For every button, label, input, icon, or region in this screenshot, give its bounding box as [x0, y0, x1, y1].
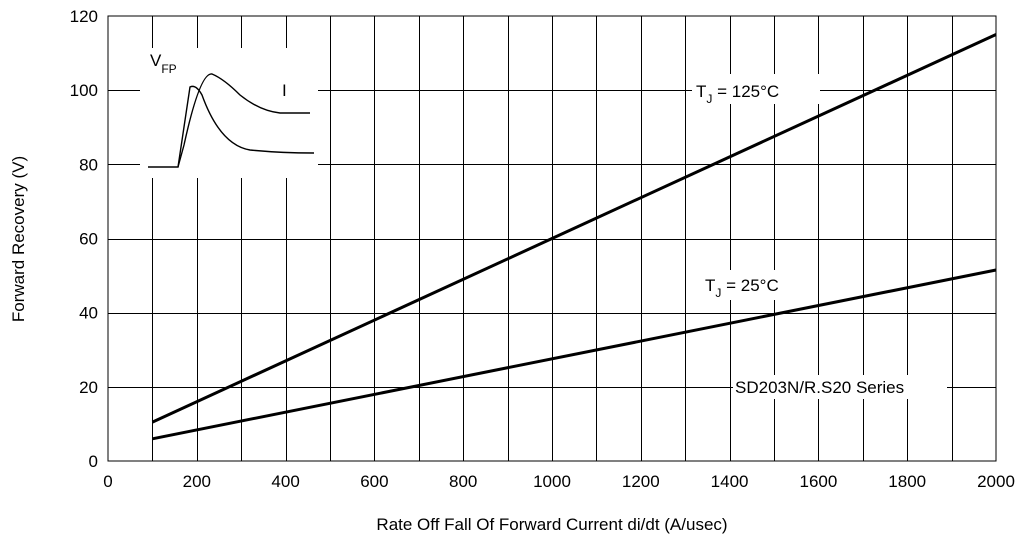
- y-tick-label: 20: [79, 378, 98, 397]
- y-tick-label: 100: [70, 81, 98, 100]
- x-tick-labels: 0 200 400 600 800 1000 1200 1400 1600 1800 2000: [103, 472, 1015, 491]
- series-line-125c: [151, 33, 997, 424]
- series-label-25c: TJ = 25°C: [705, 276, 779, 300]
- x-tick-label: 400: [271, 472, 299, 491]
- label-bg-25: [702, 270, 814, 300]
- x-tick-label: 200: [183, 472, 211, 491]
- note-bg: [733, 375, 947, 399]
- series-label-125c: TJ = 125°C: [696, 82, 779, 106]
- x-tick-label: 800: [449, 472, 477, 491]
- grid: [108, 16, 996, 461]
- x-tick-label: 1200: [622, 472, 660, 491]
- x-axis-title: Rate Off Fall Of Forward Current di/dt (…: [376, 515, 727, 534]
- y-tick-label: 60: [79, 230, 98, 249]
- series-line-25c: [152, 268, 997, 441]
- y-tick-label: 80: [79, 155, 98, 174]
- x-tick-label: 600: [360, 472, 388, 491]
- x-tick-label: 2000: [977, 472, 1015, 491]
- y-tick-label: 120: [70, 7, 98, 26]
- x-tick-label: 1600: [799, 472, 837, 491]
- y-axis-title: Forward Recovery (V): [9, 156, 28, 322]
- series: [151, 33, 997, 441]
- inset-vfp-label: VFP: [150, 51, 177, 76]
- y-tick-label: 40: [79, 304, 98, 323]
- inset-current-waveform: [177, 73, 310, 168]
- x-tick-label: 1000: [533, 472, 571, 491]
- y-tick-label: 0: [89, 452, 98, 471]
- x-tick-label: 1400: [711, 472, 749, 491]
- series-note: SD203N/R.S20 Series: [735, 378, 904, 397]
- x-tick-label: 0: [103, 472, 112, 491]
- x-tick-label: 1800: [888, 472, 926, 491]
- label-bg-125: [692, 74, 820, 104]
- y-tick-labels: 0 20 40 60 80 100 120: [70, 7, 98, 471]
- plot-frame: [107, 15, 997, 462]
- inset-current-label: I: [282, 81, 287, 100]
- inset-vfp-waveform: [148, 85, 315, 168]
- waveform-inset: VFP I: [140, 48, 318, 178]
